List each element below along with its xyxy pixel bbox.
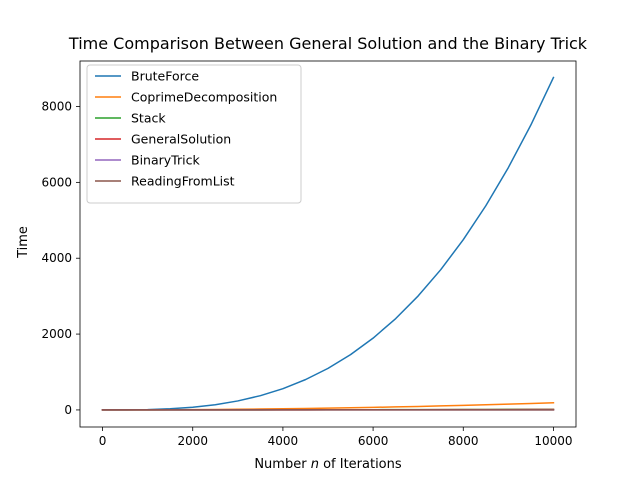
- legend-box: [86, 64, 302, 204]
- legend-entry-label: GeneralSolution: [131, 132, 231, 147]
- legend-entry-label: BinaryTrick: [131, 153, 200, 168]
- y-tick-label: 4000: [41, 251, 72, 265]
- series-lines: [101, 76, 555, 411]
- legend-entry-label: Stack: [131, 111, 166, 126]
- x-axis: 0 2000 4000 6000 8000 10000: [99, 427, 573, 448]
- y-tick-label: 0: [64, 403, 72, 417]
- x-axis-label: Number n of Iterations: [254, 457, 402, 472]
- x-tick-label: 4000: [268, 434, 299, 448]
- y-tick-label: 2000: [41, 327, 72, 341]
- legend-entry-label: CoprimeDecomposition: [131, 90, 277, 105]
- legend-entry-label: ReadingFromList: [131, 174, 235, 189]
- legend: BruteForce CoprimeDecomposition Stack Gener…: [86, 64, 302, 204]
- y-axis: 0 2000 4000 6000 8000: [41, 100, 80, 417]
- series-line-bruteforce: [101, 76, 555, 411]
- x-tick-label: 0: [99, 434, 107, 448]
- legend-entry-label: BruteForce: [131, 69, 199, 84]
- x-tick-label: 8000: [448, 434, 479, 448]
- plot-frame: [79, 60, 577, 428]
- y-tick-label: 8000: [41, 100, 72, 114]
- x-tick-label: 10000: [534, 434, 572, 448]
- x-tick-label: 2000: [177, 434, 208, 448]
- y-tick-label: 6000: [41, 175, 72, 189]
- x-tick-label: 6000: [358, 434, 389, 448]
- y-axis-label: Time: [16, 226, 31, 259]
- chart-title: Time Comparison Between General Solution…: [68, 34, 588, 53]
